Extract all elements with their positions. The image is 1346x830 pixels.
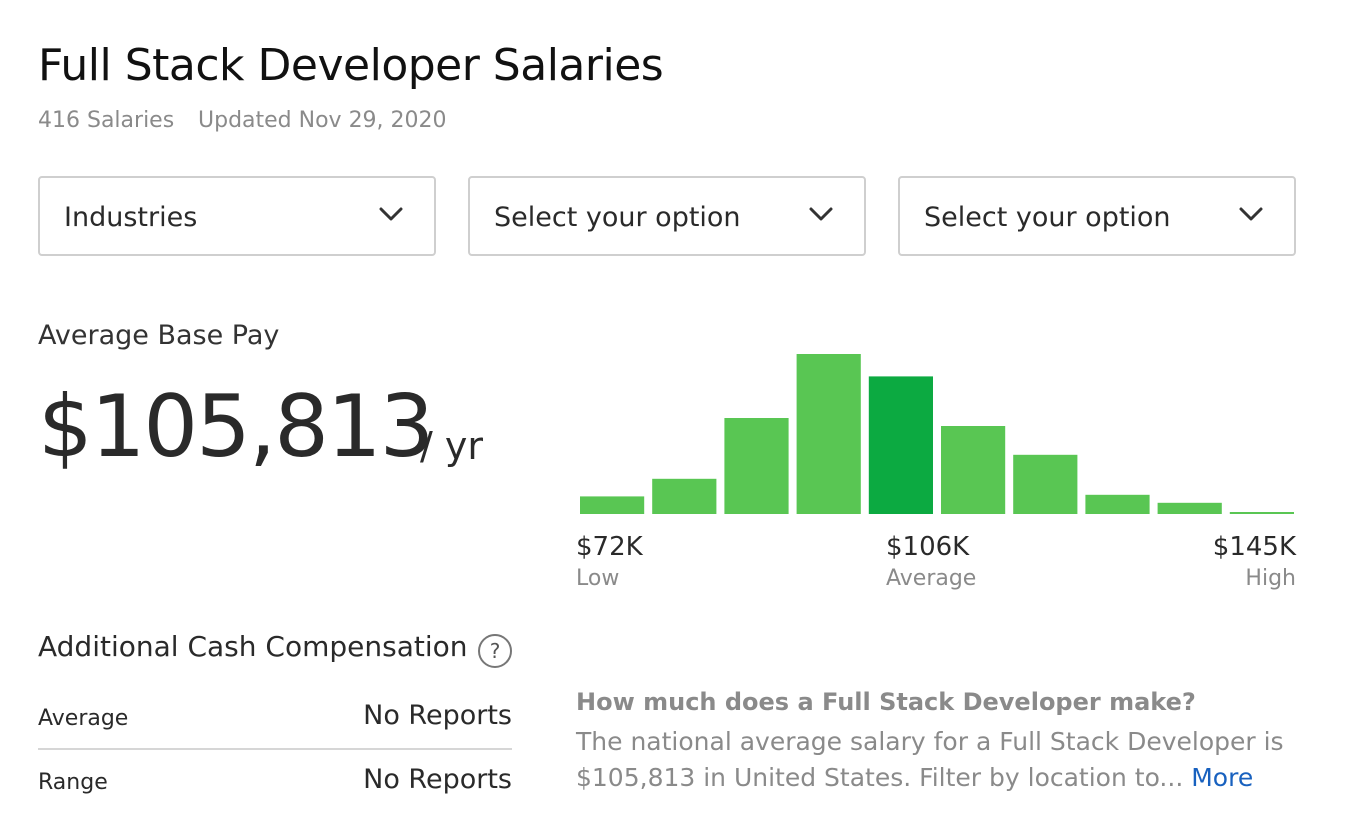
page-title: Full Stack Developer Salaries bbox=[38, 40, 664, 91]
dropdown-label: Industries bbox=[64, 202, 198, 233]
average-base-pay-value: $105,813 bbox=[38, 377, 434, 477]
histogram-bar bbox=[652, 478, 717, 514]
histogram-bar bbox=[1157, 502, 1222, 514]
salary-histogram bbox=[580, 354, 1294, 514]
low-salary-value: $72K bbox=[576, 532, 643, 562]
more-link[interactable]: More bbox=[1191, 763, 1254, 792]
row-key: Average bbox=[38, 706, 129, 731]
filter-dropdown-3[interactable]: Select your option bbox=[898, 176, 1296, 256]
updated-date: Updated Nov 29, 2020 bbox=[198, 108, 447, 133]
histogram-bar bbox=[1229, 512, 1294, 514]
question-circle-icon[interactable]: ? bbox=[478, 634, 512, 668]
additional-cash-title: Additional Cash Compensation bbox=[38, 630, 468, 663]
faq-question: How much does a Full Stack Developer mak… bbox=[576, 688, 1196, 716]
histogram-bar bbox=[1013, 454, 1078, 514]
low-salary-label: Low bbox=[576, 566, 620, 591]
histogram-bar bbox=[796, 354, 861, 514]
chevron-down-icon bbox=[1239, 207, 1263, 221]
dropdown-label: Select your option bbox=[924, 202, 1171, 233]
row-key: Range bbox=[38, 770, 108, 795]
histogram-bar bbox=[580, 496, 645, 514]
dropdown-label: Select your option bbox=[494, 202, 741, 233]
additional-cash-row: Average No Reports bbox=[38, 688, 512, 750]
high-salary-value: $145K bbox=[1212, 532, 1296, 562]
histogram-bar-average bbox=[868, 376, 933, 514]
pay-unit: / yr bbox=[420, 424, 483, 468]
row-value: No Reports bbox=[363, 700, 512, 731]
faq-answer: The national average salary for a Full S… bbox=[576, 724, 1296, 796]
histogram-bar bbox=[724, 418, 789, 514]
filter-dropdown-2[interactable]: Select your option bbox=[468, 176, 866, 256]
histogram-bar bbox=[1085, 494, 1150, 514]
salary-count: 416 Salaries bbox=[38, 108, 175, 133]
chevron-down-icon bbox=[379, 207, 403, 221]
industries-dropdown[interactable]: Industries bbox=[38, 176, 436, 256]
row-value: No Reports bbox=[363, 764, 512, 795]
faq-answer-text: The national average salary for a Full S… bbox=[576, 727, 1284, 792]
histogram-bar bbox=[941, 426, 1006, 514]
average-salary-label: Average bbox=[886, 566, 977, 591]
average-salary-value: $106K bbox=[886, 532, 970, 562]
average-base-pay-label: Average Base Pay bbox=[38, 320, 280, 351]
additional-cash-row: Range No Reports bbox=[38, 752, 512, 814]
high-salary-label: High bbox=[1245, 566, 1296, 591]
chevron-down-icon bbox=[809, 207, 833, 221]
